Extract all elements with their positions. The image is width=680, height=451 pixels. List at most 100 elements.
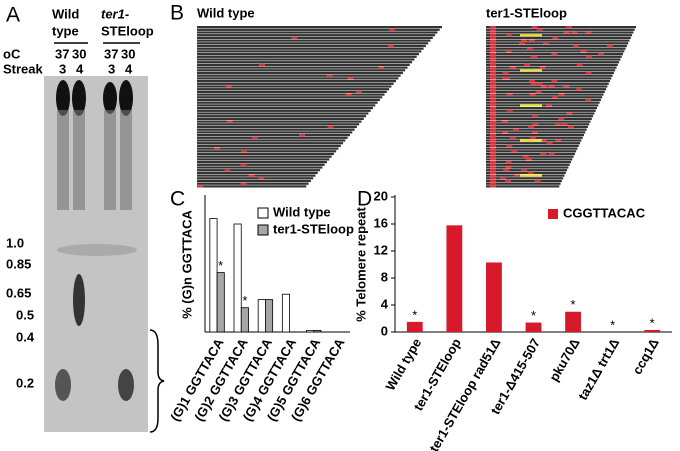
alignment-mark	[490, 90, 496, 93]
size-marker: 0.2	[16, 375, 34, 390]
alignment-row	[197, 53, 419, 56]
alignment-row	[197, 144, 341, 147]
alignment-mark	[490, 42, 496, 45]
alignment-row	[197, 61, 413, 64]
y-axis-label: % (G)n GGTTACA	[179, 209, 194, 318]
streak: 3	[59, 61, 66, 76]
alignment-mark	[490, 85, 496, 88]
alignment-row	[486, 144, 579, 147]
panel-label: B	[170, 2, 184, 25]
alignment-row	[486, 36, 631, 39]
alignment-row	[486, 93, 604, 96]
alignment-mark	[490, 71, 496, 75]
alignment-mark	[506, 34, 513, 37]
x-tick-label: Wild type	[383, 336, 425, 393]
alignment-row	[486, 182, 561, 185]
alignment-mark	[531, 26, 538, 29]
alignment-row	[197, 74, 401, 77]
alignment-mark	[501, 120, 508, 123]
alignment-mark	[558, 117, 565, 120]
alignment-row	[197, 177, 314, 180]
alignment-mark	[490, 74, 496, 77]
alignment-row	[197, 128, 355, 131]
y-tick-label: 0	[381, 323, 388, 338]
alignment-mark	[527, 171, 534, 174]
alignment-mark	[490, 158, 496, 161]
alignment-row	[197, 104, 376, 107]
bar	[406, 321, 423, 332]
alignment-row	[197, 36, 433, 39]
alignment-mark	[514, 174, 521, 177]
alignment-row	[486, 58, 621, 61]
alignment-mark	[558, 93, 565, 96]
alignment-row	[197, 82, 394, 85]
alignment-mark	[571, 31, 578, 34]
alignment-mark	[490, 155, 496, 158]
alignment-mark	[532, 123, 539, 126]
alignment-mark	[506, 144, 513, 147]
alignment-mark	[326, 74, 333, 77]
alignment-mark	[490, 182, 496, 185]
alignment-row	[486, 134, 584, 137]
alignment-mark	[355, 90, 362, 93]
alignment-row	[486, 88, 607, 91]
alignment-mark	[565, 26, 572, 29]
alignment-mark	[490, 82, 496, 85]
alignment-row	[197, 85, 392, 88]
alignment-mark	[490, 36, 496, 39]
alignment-row	[197, 63, 410, 66]
alignment-mark	[388, 28, 395, 31]
alignment-mark	[554, 123, 561, 126]
lane-header: Wild	[52, 6, 79, 21]
alignment-mark	[490, 55, 496, 58]
panel-label: A	[6, 4, 20, 27]
alignment-mark	[529, 80, 536, 83]
alignment-row	[486, 26, 636, 29]
alignment-row	[197, 150, 337, 153]
alignment-mark	[214, 147, 221, 150]
alignment-mark	[520, 174, 542, 177]
alignment-row	[486, 77, 612, 80]
alignment-row	[197, 136, 348, 139]
alignment-mark	[490, 101, 496, 104]
alignment-mark	[490, 185, 496, 188]
alignment-mark	[490, 120, 496, 123]
alignment-mark	[490, 44, 496, 48]
alignment-mark	[490, 77, 496, 80]
alignment-mark	[521, 39, 528, 42]
alignment-mark	[585, 98, 592, 102]
alignment-mark	[552, 36, 559, 39]
alignment-mark	[542, 42, 549, 45]
alignment-row	[197, 66, 408, 69]
alignment-mark	[490, 161, 496, 164]
alignment-mark	[513, 128, 520, 131]
alignment-row	[197, 109, 371, 112]
alignment-mark	[546, 142, 553, 145]
temperature: 37	[104, 46, 118, 61]
alignment-mark	[490, 134, 496, 137]
alignment-image	[486, 26, 636, 188]
bar	[209, 218, 218, 333]
legend-label: Wild type	[273, 204, 331, 219]
alignment-mark	[490, 34, 496, 37]
alignment-row	[197, 77, 399, 80]
alignment-mark	[532, 115, 539, 118]
y-tick-label: 16	[374, 215, 388, 230]
significance-mark: *	[531, 308, 536, 323]
alignment-mark	[585, 55, 592, 58]
bar	[644, 329, 661, 332]
alignment-mark	[548, 152, 555, 156]
alignment-mark	[572, 44, 579, 48]
alignment-mark	[520, 34, 542, 37]
alignment-mark	[490, 31, 496, 34]
significance-mark: *	[242, 293, 247, 308]
alignment-mark	[490, 98, 496, 102]
alignment-mark	[490, 112, 496, 115]
alignment-mark	[490, 136, 496, 139]
alignment-row	[486, 80, 610, 83]
alignment-mark	[490, 179, 496, 183]
alignment-mark	[520, 104, 542, 107]
alignment-row	[197, 174, 316, 177]
alignment-row	[197, 179, 311, 183]
alignment-row	[197, 134, 350, 137]
